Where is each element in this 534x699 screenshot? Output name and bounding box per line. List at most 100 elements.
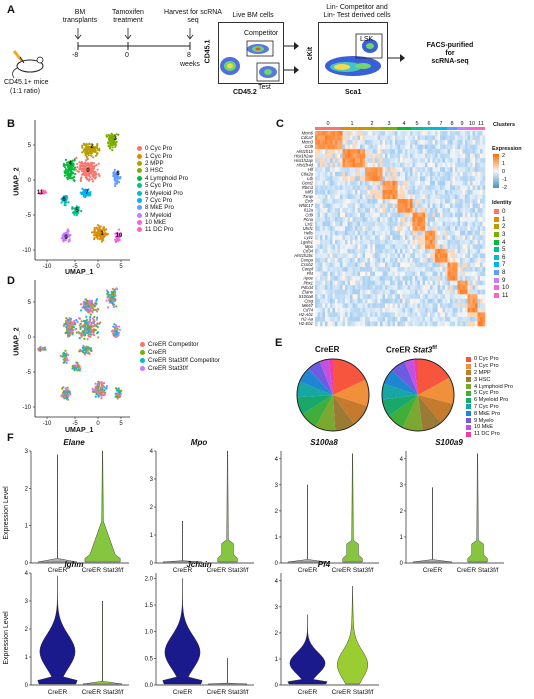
heatmap-cell <box>430 162 433 168</box>
heatmap-cell <box>387 135 391 141</box>
heatmap-cell <box>340 262 343 268</box>
heatmap-cell <box>460 162 463 168</box>
heatmap-cell <box>462 140 466 145</box>
heatmap-cell <box>337 135 341 141</box>
heatmap-cell <box>372 253 376 259</box>
heatmap-cell <box>467 180 471 186</box>
umap-d-point <box>89 324 92 327</box>
heatmap-cell <box>407 149 411 154</box>
umap-d-point <box>100 383 103 386</box>
heatmap-cell <box>340 203 343 209</box>
legend-e-item: 0 Cyc Pro <box>466 356 513 363</box>
legend-e-item: 5 Cyc Pro <box>466 390 513 397</box>
heatmap-cell <box>365 158 368 164</box>
heatmap-cell <box>352 162 356 168</box>
heatmap-cell <box>352 144 356 150</box>
heatmap-cell <box>462 267 466 272</box>
heatmap-cell <box>482 253 486 259</box>
heatmap-cell <box>410 226 413 232</box>
heatmap-cell <box>360 185 363 191</box>
umap-b-point <box>83 192 86 195</box>
heatmap-cell <box>447 312 451 318</box>
umap-d-point <box>65 326 68 329</box>
pie-creer-slice <box>302 395 333 427</box>
heatmap-cell <box>387 244 391 250</box>
heatmap-cell <box>325 298 328 304</box>
heatmap-cell <box>455 257 458 263</box>
heatmap-cell <box>410 276 413 281</box>
heatmap-cell <box>437 208 441 213</box>
heatmap-cell <box>370 257 373 263</box>
heatmap-cell <box>427 267 431 272</box>
heatmap-cell <box>330 208 333 213</box>
umap-b-point <box>84 166 87 169</box>
heatmap-cell <box>430 244 433 250</box>
pie-creer-slice <box>308 361 333 395</box>
heatmap-cell <box>330 244 333 250</box>
heatmap-cell <box>432 262 436 268</box>
heatmap-cell <box>380 203 383 209</box>
heatmap-cell <box>465 149 468 154</box>
heatmap-cell <box>380 199 383 204</box>
identity-label: 10 <box>502 284 509 292</box>
heatmap-cell <box>392 171 396 177</box>
heatmap-cell <box>465 307 468 313</box>
heatmap-cell <box>410 271 413 277</box>
heatmap-cell <box>407 162 411 168</box>
heatmap-cell <box>425 149 428 154</box>
heatmap-cell <box>385 221 388 227</box>
heatmap-cell <box>412 153 416 159</box>
umap-b-point <box>72 163 75 166</box>
heatmap-cell <box>415 235 418 241</box>
heatmap-cell <box>450 303 453 309</box>
heatmap-cell <box>347 267 351 272</box>
heatmap-cell <box>405 248 408 254</box>
heatmap-cell <box>377 208 381 213</box>
heatmap-cell <box>392 158 396 164</box>
heatmap-cell <box>422 226 426 232</box>
heatmap-cell <box>460 307 463 313</box>
heatmap-cell <box>445 244 448 250</box>
heatmap-cell <box>427 230 431 236</box>
heatmap-cell <box>455 303 458 309</box>
heatmap-cell <box>482 248 486 254</box>
heatmap-cell <box>335 212 338 218</box>
heatmap-cell <box>355 189 358 195</box>
legend-label: 11 DC Pro <box>145 226 174 234</box>
heatmap-cell <box>352 316 356 322</box>
heatmap-cell <box>395 303 398 309</box>
heatmap-cell <box>322 131 326 136</box>
heatmap-cell <box>332 135 336 141</box>
heatmap-cell <box>450 285 453 291</box>
heatmap-cell <box>470 248 473 254</box>
heatmap-cell <box>392 276 396 281</box>
heatmap-cell <box>392 203 396 209</box>
heatmap-cell <box>457 244 461 250</box>
heatmap-cell <box>477 289 481 295</box>
heatmap-cell <box>417 244 421 250</box>
umap-b-point <box>75 156 78 159</box>
heatmap-cell <box>370 262 373 268</box>
heatmap-cell <box>402 298 406 304</box>
heatmap-cell <box>462 271 466 277</box>
heatmap-cell <box>327 316 331 322</box>
heatmap-cell <box>392 189 396 195</box>
pie-creer-slice <box>319 359 333 395</box>
umap-b-point <box>92 156 95 159</box>
heatmap-cell <box>382 253 386 259</box>
heatmap-cell <box>315 285 318 291</box>
heatmap-cell <box>420 194 423 200</box>
heatmap-cell <box>447 321 451 327</box>
heatmap-cell <box>480 289 483 295</box>
heatmap-cell <box>407 180 411 186</box>
heatmap-cell <box>430 226 433 232</box>
heatmap-cell <box>315 316 318 322</box>
heatmap-cell <box>337 253 341 259</box>
heatmap-cell <box>397 280 401 286</box>
umap-b-point <box>66 163 69 167</box>
heatmap-cell <box>482 194 486 200</box>
heatmap-cell <box>417 194 421 200</box>
heatmap-cell <box>432 321 436 327</box>
heatmap-cell <box>440 226 443 232</box>
heatmap-cell <box>372 212 376 218</box>
